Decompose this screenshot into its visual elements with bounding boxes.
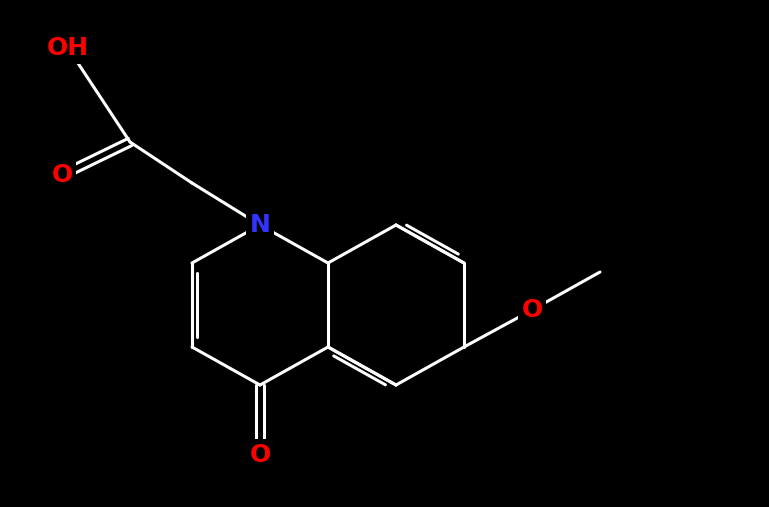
Text: O: O (52, 163, 72, 187)
Text: OH: OH (47, 36, 89, 60)
Text: N: N (250, 213, 271, 237)
Text: O: O (249, 443, 271, 467)
Text: O: O (521, 298, 543, 322)
